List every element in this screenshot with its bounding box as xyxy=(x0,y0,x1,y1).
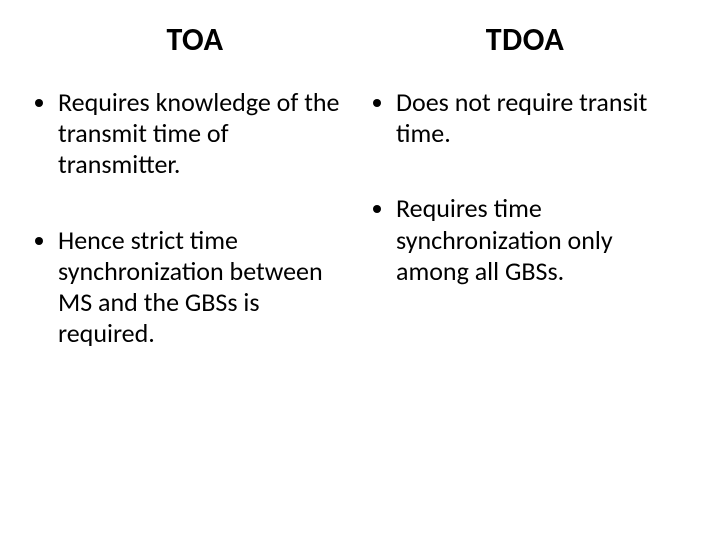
header-row: TOA TDOA xyxy=(30,20,690,59)
left-bullet-list: Requires knowledge of the transmit time … xyxy=(30,87,352,349)
list-item: Requires time synchronization only among… xyxy=(396,193,690,287)
right-title: TDOA xyxy=(360,20,690,59)
slide: TOA TDOA Requires knowledge of the trans… xyxy=(0,0,720,540)
left-title: TOA xyxy=(30,20,360,59)
list-item: Does not require transit time. xyxy=(396,87,690,149)
body-columns: Requires knowledge of the transmit time … xyxy=(30,87,690,510)
left-column: Requires knowledge of the transmit time … xyxy=(30,87,360,510)
right-bullet-list: Does not require transit time. Requires … xyxy=(368,87,690,287)
list-item: Requires knowledge of the transmit time … xyxy=(58,87,352,181)
list-item: Hence strict time synchronization betwee… xyxy=(58,225,352,350)
right-column: Does not require transit time. Requires … xyxy=(360,87,690,510)
